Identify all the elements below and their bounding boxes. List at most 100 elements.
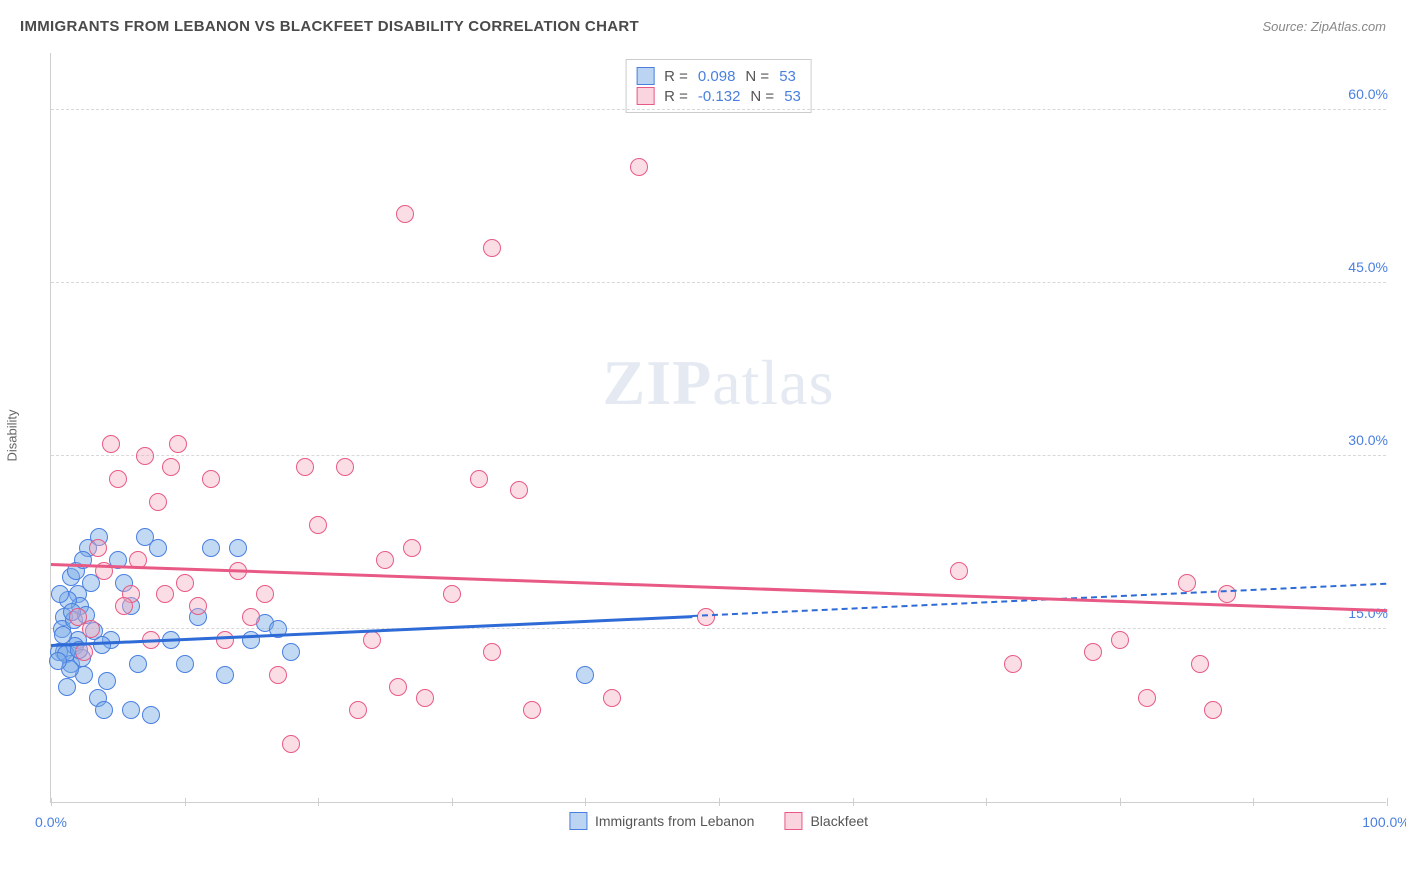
data-point-pink (483, 643, 501, 661)
chart-title: IMMIGRANTS FROM LEBANON VS BLACKFEET DIS… (20, 18, 639, 35)
gridline (51, 455, 1386, 456)
data-point-pink (296, 458, 314, 476)
r-legend-row-pink: R = -0.132 N = 53 (636, 86, 801, 106)
data-point-pink (115, 597, 133, 615)
r-value-blue: 0.098 (698, 68, 736, 85)
y-tick-label: 60.0% (1346, 86, 1390, 102)
legend-label-blue: Immigrants from Lebanon (595, 813, 755, 829)
x-tick (719, 798, 720, 806)
data-point-pink (136, 447, 154, 465)
data-point-pink (89, 539, 107, 557)
x-tick (1387, 798, 1388, 806)
x-tick (452, 798, 453, 806)
x-tick (318, 798, 319, 806)
gridline (51, 628, 1386, 629)
data-point-pink (1178, 574, 1196, 592)
data-point-pink (416, 689, 434, 707)
x-axis-max-label: 100.0% (1362, 814, 1406, 830)
data-point-pink (102, 435, 120, 453)
data-point-pink (697, 608, 715, 626)
data-point-pink (470, 470, 488, 488)
plot-area: ZIPatlas R = 0.098 N = 53 R = -0.132 N =… (50, 53, 1386, 803)
swatch-pink (636, 87, 654, 105)
data-point-pink (189, 597, 207, 615)
data-point-blue (282, 643, 300, 661)
data-point-pink (1004, 655, 1022, 673)
r-label: R = (664, 68, 688, 85)
data-point-blue (93, 636, 111, 654)
watermark: ZIPatlas (603, 346, 835, 420)
data-point-blue (58, 678, 76, 696)
x-tick (1120, 798, 1121, 806)
watermark-bold: ZIP (603, 347, 713, 418)
x-tick (51, 798, 52, 806)
data-point-pink (216, 631, 234, 649)
gridline (51, 109, 1386, 110)
data-point-pink (1138, 689, 1156, 707)
legend-label-pink: Blackfeet (810, 813, 868, 829)
data-point-blue (142, 706, 160, 724)
series-legend: Immigrants from Lebanon Blackfeet (569, 812, 868, 830)
data-point-blue (576, 666, 594, 684)
data-point-pink (950, 562, 968, 580)
data-point-pink (1111, 631, 1129, 649)
data-point-pink (156, 585, 174, 603)
source-attribution: Source: ZipAtlas.com (1262, 19, 1386, 34)
data-point-pink (169, 435, 187, 453)
swatch-blue (636, 67, 654, 85)
swatch-pink (784, 812, 802, 830)
data-point-pink (1218, 585, 1236, 603)
data-point-pink (149, 493, 167, 511)
data-point-pink (242, 608, 260, 626)
data-point-pink (282, 735, 300, 753)
watermark-rest: atlas (712, 347, 834, 418)
r-legend-row-blue: R = 0.098 N = 53 (636, 66, 801, 86)
data-point-pink (309, 516, 327, 534)
y-axis-label: Disability (5, 409, 20, 461)
data-point-pink (443, 585, 461, 603)
data-point-pink (483, 239, 501, 257)
data-point-blue (129, 655, 147, 673)
data-point-blue (149, 539, 167, 557)
x-axis-min-label: 0.0% (35, 814, 67, 830)
data-point-pink (1084, 643, 1102, 661)
data-point-pink (269, 666, 287, 684)
data-point-blue (176, 655, 194, 673)
data-point-blue (51, 585, 69, 603)
n-label: N = (745, 68, 769, 85)
data-point-pink (363, 631, 381, 649)
data-point-pink (403, 539, 421, 557)
data-point-blue (95, 701, 113, 719)
x-tick (1253, 798, 1254, 806)
gridline (51, 282, 1386, 283)
data-point-pink (176, 574, 194, 592)
data-point-blue (54, 626, 72, 644)
data-point-pink (1204, 701, 1222, 719)
data-point-blue (229, 539, 247, 557)
data-point-pink (1191, 655, 1209, 673)
data-point-blue (98, 672, 116, 690)
data-point-pink (75, 643, 93, 661)
legend-item-blue: Immigrants from Lebanon (569, 812, 755, 830)
data-point-pink (349, 701, 367, 719)
data-point-pink (82, 620, 100, 638)
n-label: N = (750, 88, 774, 105)
data-point-pink (256, 585, 274, 603)
data-point-pink (396, 205, 414, 223)
legend-item-pink: Blackfeet (784, 812, 868, 830)
data-point-pink (523, 701, 541, 719)
r-label: R = (664, 88, 688, 105)
y-tick-label: 45.0% (1346, 259, 1390, 275)
data-point-blue (122, 701, 140, 719)
data-point-blue (49, 652, 67, 670)
x-tick (585, 798, 586, 806)
chart-container: Disability ZIPatlas R = 0.098 N = 53 R =… (20, 53, 1386, 803)
swatch-blue (569, 812, 587, 830)
data-point-pink (162, 458, 180, 476)
data-point-pink (630, 158, 648, 176)
y-tick-label: 30.0% (1346, 432, 1390, 448)
data-point-pink (376, 551, 394, 569)
data-point-pink (603, 689, 621, 707)
x-tick (853, 798, 854, 806)
x-tick (986, 798, 987, 806)
